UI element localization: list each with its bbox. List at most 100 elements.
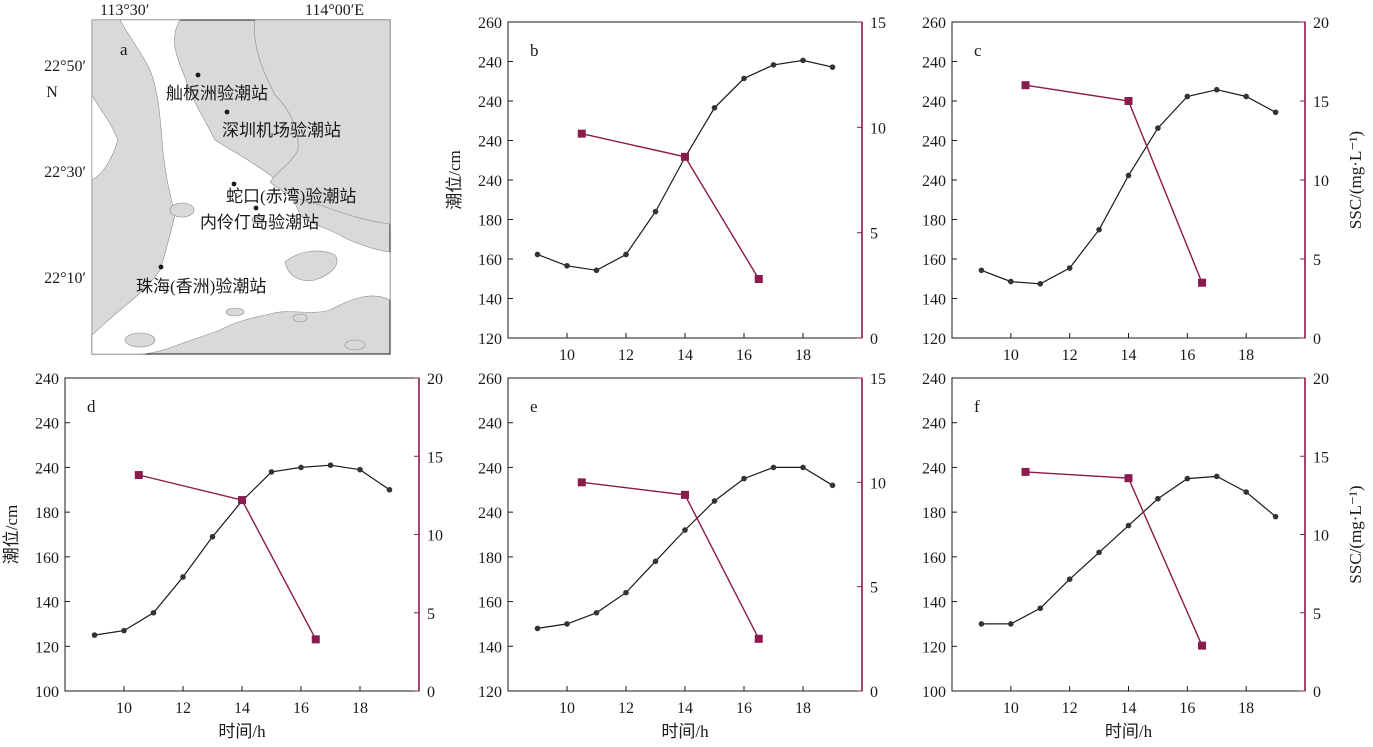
chart-panel-c: c 10 12 14 16 18 260 240 240 240 240 180 160 140 120 20… bbox=[922, 15, 1365, 364]
y-left-tick-label: 160 bbox=[478, 252, 502, 269]
y-right-tick-label: 5 bbox=[870, 226, 878, 243]
map-panel-label: a bbox=[120, 40, 128, 59]
plot-frame bbox=[507, 377, 863, 692]
x-tick-label: 10 bbox=[559, 347, 575, 364]
island-small-3 bbox=[292, 313, 308, 323]
y-left-tick-label: 180 bbox=[35, 505, 59, 522]
tide-point bbox=[386, 486, 393, 493]
x-tick-label: 12 bbox=[1062, 347, 1078, 364]
tide-point bbox=[1155, 495, 1161, 502]
y-left-axis-title: 潮位/cm bbox=[445, 150, 464, 210]
y-left-tick-label: 100 bbox=[35, 684, 59, 701]
tide-series-line bbox=[94, 464, 390, 636]
x-tick-label: 14 bbox=[677, 700, 693, 717]
tide-point bbox=[150, 609, 157, 616]
y-left-tick-label: 140 bbox=[478, 292, 502, 309]
x-tick-label: 18 bbox=[795, 347, 811, 364]
tide-point bbox=[268, 469, 275, 475]
y-left-tick-label: 120 bbox=[478, 331, 502, 348]
plot-frame bbox=[507, 21, 863, 339]
tide-point bbox=[1037, 281, 1044, 287]
y-left-tick-label: 140 bbox=[35, 595, 59, 612]
y-left-tick-label: 160 bbox=[922, 550, 946, 567]
ssc-point bbox=[134, 471, 143, 480]
tide-point bbox=[564, 621, 570, 627]
tide-point bbox=[327, 462, 334, 468]
x-axis-title: 时间/h bbox=[661, 722, 709, 741]
y-right-axis-title: SSC/(mg·L⁻¹) bbox=[1346, 131, 1365, 229]
station-label: 深圳机场验潮站 bbox=[222, 121, 341, 140]
panel-label: f bbox=[974, 397, 980, 416]
ssc-point bbox=[754, 634, 763, 643]
ssc-point bbox=[1198, 641, 1207, 650]
y-right-tick-label: 0 bbox=[427, 684, 435, 701]
y-left-tick-label: 180 bbox=[478, 213, 502, 230]
panel-label: e bbox=[530, 397, 538, 416]
x-tick-label: 14 bbox=[1121, 347, 1137, 364]
x-tick-label: 12 bbox=[1062, 700, 1078, 717]
tide-point bbox=[298, 464, 304, 471]
chart-panel-e: e 10 12 14 16 18 260 240 240 240 180 160 140 120 15 10 5… bbox=[478, 371, 886, 741]
tide-point bbox=[91, 632, 98, 638]
y-left-tick-label: 180 bbox=[922, 505, 946, 522]
ssc-point bbox=[1124, 97, 1133, 105]
tide-point bbox=[593, 267, 600, 274]
island-small-2 bbox=[225, 307, 245, 317]
ssc-point bbox=[577, 129, 586, 138]
station-label: 内伶仃岛验潮站 bbox=[200, 213, 319, 232]
y-left-axis-title: 潮位/cm bbox=[2, 505, 21, 565]
y-left-tick-label: 120 bbox=[922, 639, 946, 656]
y-left-tick-label: 140 bbox=[922, 292, 946, 309]
y-left-tick-label: 240 bbox=[922, 134, 946, 151]
y-left-tick-label: 140 bbox=[922, 595, 946, 612]
tide-point bbox=[209, 533, 216, 540]
ssc-point bbox=[238, 496, 246, 505]
tide-point bbox=[593, 609, 600, 616]
y-right-tick-label: 20 bbox=[1313, 15, 1329, 32]
tide-point bbox=[357, 466, 363, 473]
panel-label: b bbox=[530, 41, 539, 60]
island-large bbox=[284, 250, 338, 281]
x-tick-label: 14 bbox=[234, 700, 250, 717]
tide-point bbox=[1125, 522, 1132, 529]
y-left-tick-label: 240 bbox=[478, 173, 502, 190]
tide-point bbox=[1184, 93, 1191, 100]
y-right-tick-label: 0 bbox=[870, 684, 878, 701]
y-left-tick-label: 260 bbox=[922, 15, 946, 32]
tide-series-line bbox=[537, 59, 833, 271]
tide-point bbox=[741, 75, 747, 82]
ssc-point bbox=[1198, 278, 1207, 287]
y-left-tick-label: 240 bbox=[478, 94, 502, 111]
tide-point bbox=[711, 498, 718, 504]
ssc-point bbox=[754, 275, 763, 284]
tide-point bbox=[1272, 109, 1279, 116]
ssc-series-line bbox=[581, 481, 760, 640]
y-left-tick-label: 140 bbox=[478, 639, 502, 656]
x-axis-title: 时间/h bbox=[218, 722, 266, 741]
y-right-tick-label: 5 bbox=[1313, 606, 1321, 623]
y-right-tick-label: 15 bbox=[870, 371, 886, 388]
y-right-tick-label: 15 bbox=[427, 449, 443, 466]
plot-frame bbox=[951, 21, 1306, 339]
station-dot bbox=[224, 109, 230, 115]
tide-point bbox=[564, 262, 570, 269]
island-small-4 bbox=[344, 339, 366, 351]
y-right-tick-label: 10 bbox=[1313, 528, 1329, 545]
y-right-tick-label: 10 bbox=[427, 528, 443, 545]
station-dot bbox=[195, 72, 201, 78]
y-left-tick-label: 260 bbox=[478, 371, 502, 388]
x-tick-label: 16 bbox=[1179, 347, 1195, 364]
y-left-tick-label: 240 bbox=[478, 55, 502, 72]
tide-point bbox=[711, 104, 718, 111]
y-left-tick-label: 240 bbox=[35, 460, 59, 477]
y-left-tick-label: 120 bbox=[478, 684, 502, 701]
y-left-tick-label: 240 bbox=[35, 371, 59, 388]
y-right-tick-label: 10 bbox=[870, 120, 886, 137]
x-tick-label: 16 bbox=[736, 347, 752, 364]
y-left-tick-label: 240 bbox=[922, 173, 946, 190]
x-tick-label: 10 bbox=[116, 700, 132, 717]
y-left-tick-label: 260 bbox=[478, 15, 502, 32]
tide-series-line bbox=[981, 89, 1276, 285]
x-tick-label: 14 bbox=[677, 347, 693, 364]
